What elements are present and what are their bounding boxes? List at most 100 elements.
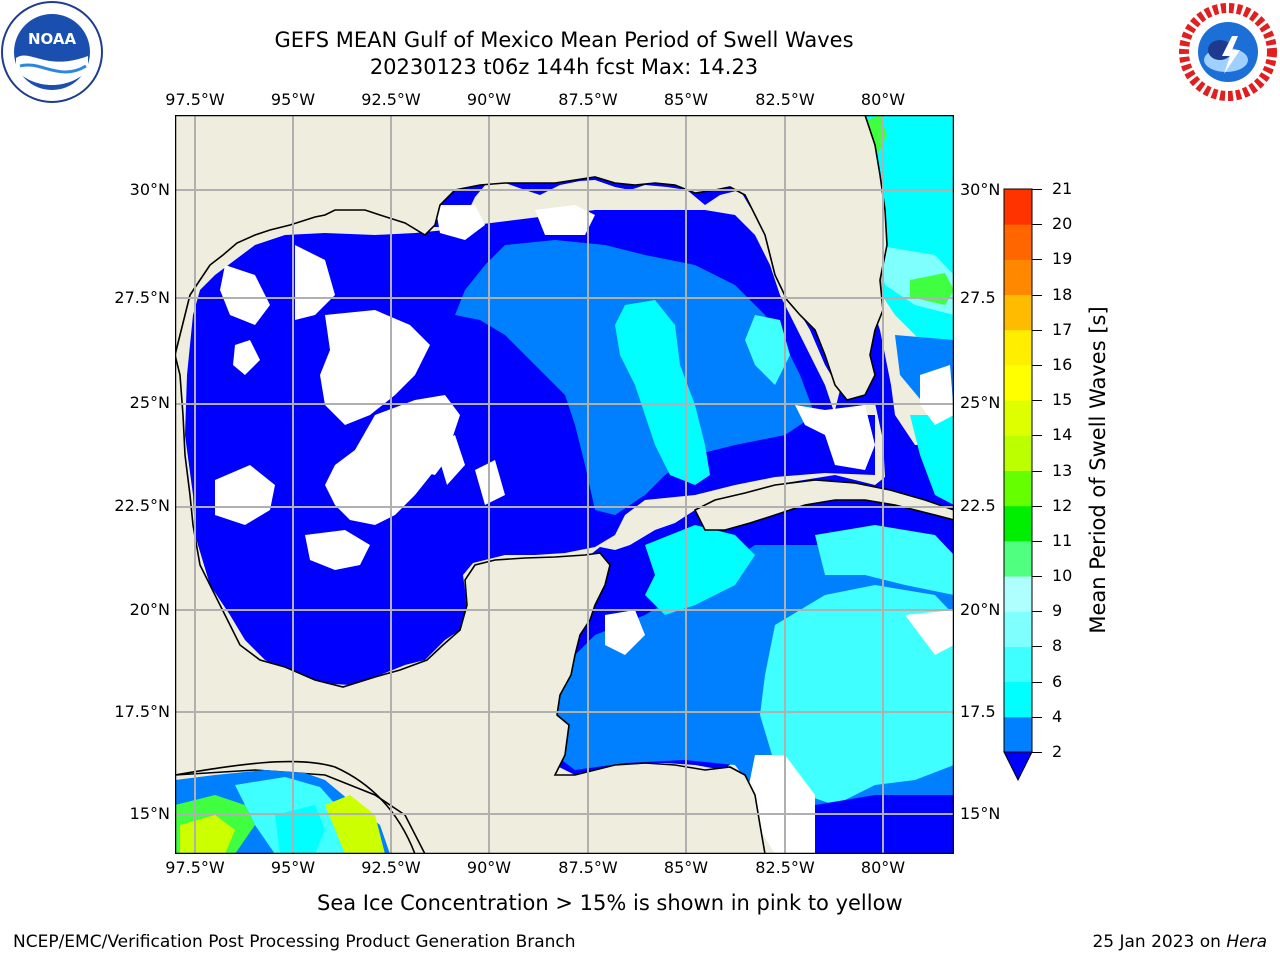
colorbar-tick-mark bbox=[1032, 681, 1042, 683]
noaa-logo: NOAA bbox=[1, 1, 103, 103]
lat-label-left: 27.5°N bbox=[114, 288, 170, 307]
grid-lines bbox=[175, 115, 954, 854]
colorbar-tick-label: 16 bbox=[1052, 354, 1073, 374]
colorbar-tick-mark bbox=[1032, 752, 1042, 753]
colorbar-tick-mark bbox=[1032, 294, 1042, 296]
lat-label-right: 17.5 bbox=[960, 702, 996, 721]
lon-label-top: 97.5°W bbox=[165, 90, 225, 109]
us-gulf-coast bbox=[175, 115, 954, 401]
footer-credit: NCEP/EMC/Verification Post Processing Pr… bbox=[13, 932, 576, 952]
svg-text:NOAA: NOAA bbox=[28, 30, 77, 48]
colorbar-swatch bbox=[1004, 329, 1032, 366]
colorbar-tick-label: 9 bbox=[1052, 601, 1063, 621]
colorbar-tick-mark bbox=[1032, 540, 1042, 542]
lat-label-left: 20°N bbox=[129, 600, 170, 619]
colorbar bbox=[1003, 188, 1033, 782]
lat-label-right: 22.5 bbox=[960, 496, 996, 515]
colorbar-swatch bbox=[1004, 224, 1032, 260]
colorbar-swatch bbox=[1004, 400, 1032, 436]
lat-label-right: 15°N bbox=[960, 804, 1001, 823]
colorbar-label: Mean Period of Swell Waves [s] bbox=[1086, 306, 1110, 634]
lon-label-bottom: 85°W bbox=[663, 858, 709, 877]
colorbar-swatch bbox=[1004, 611, 1032, 647]
lon-label-bottom: 95°W bbox=[270, 858, 316, 877]
lon-label-top: 90°W bbox=[466, 90, 512, 109]
colorbar-tick-mark bbox=[1032, 189, 1042, 190]
colorbar-swatch bbox=[1004, 435, 1032, 471]
colorbar-swatch bbox=[1004, 646, 1032, 683]
colorbar-swatch bbox=[1004, 576, 1032, 612]
lat-label-left: 15°N bbox=[129, 804, 170, 823]
mexico bbox=[175, 354, 766, 854]
colorbar-swatch bbox=[1004, 189, 1032, 225]
footer-date: 25 Jan 2023 on Hera bbox=[1092, 932, 1267, 952]
colorbar-swatch bbox=[1004, 259, 1032, 296]
colorbar-tick-mark bbox=[1032, 364, 1042, 366]
colorbar-swatch bbox=[1004, 364, 1032, 401]
colorbar-tick-label: 19 bbox=[1052, 249, 1073, 269]
colorbar-tick-mark bbox=[1032, 576, 1042, 578]
lat-label-left: 25°N bbox=[129, 393, 170, 412]
lat-label-right: 30°N bbox=[960, 180, 1001, 199]
colorbar-tick-mark bbox=[1032, 224, 1042, 226]
lon-label-top: 82.5°W bbox=[755, 90, 815, 109]
colorbar-tick-label: 20 bbox=[1052, 214, 1073, 234]
colorbar-tick-label: 18 bbox=[1052, 284, 1073, 304]
lon-label-top: 85°W bbox=[663, 90, 709, 109]
footer-host: Hera bbox=[1226, 932, 1267, 952]
colorbar-tick-label: 11 bbox=[1052, 530, 1073, 550]
colorbar-tick-label: 10 bbox=[1052, 566, 1073, 586]
chart-title: GEFS MEAN Gulf of Mexico Mean Period of … bbox=[274, 28, 854, 52]
lon-label-top: 87.5°W bbox=[558, 90, 618, 109]
nws-logo bbox=[1179, 3, 1277, 101]
lon-label-bottom: 80°W bbox=[860, 858, 906, 877]
colorbar-swatch bbox=[1004, 294, 1032, 331]
lon-label-top: 95°W bbox=[270, 90, 316, 109]
colorbar-tick-mark bbox=[1032, 259, 1042, 261]
colorbar-swatch bbox=[1004, 681, 1032, 718]
lat-label-right: 25°N bbox=[960, 393, 1001, 412]
colorbar-tick-label: 13 bbox=[1052, 460, 1073, 480]
colorbar-tick-mark bbox=[1032, 611, 1042, 613]
colorbar-tick-mark bbox=[1032, 400, 1042, 402]
lat-label-left: 22.5°N bbox=[114, 496, 170, 515]
colorbar-swatch bbox=[1004, 716, 1032, 753]
map-panel bbox=[175, 115, 954, 854]
colorbar-tick-label: 12 bbox=[1052, 495, 1073, 515]
lat-label-left: 17.5°N bbox=[114, 702, 170, 721]
lon-label-bottom: 97.5°W bbox=[165, 858, 225, 877]
cuba bbox=[693, 479, 954, 531]
colorbar-tick-mark bbox=[1032, 470, 1042, 472]
lon-label-bottom: 92.5°W bbox=[361, 858, 421, 877]
colorbar-tick-mark bbox=[1032, 646, 1042, 648]
caribbean-cyan bbox=[760, 585, 954, 805]
colorbar-tick-mark bbox=[1032, 716, 1042, 718]
colorbar-swatch bbox=[1004, 540, 1032, 577]
lon-label-bottom: 82.5°W bbox=[755, 858, 815, 877]
pacific-colors bbox=[175, 770, 390, 854]
lat-label-right: 20°N bbox=[960, 600, 1001, 619]
colorbar-tick-label: 17 bbox=[1052, 319, 1073, 339]
chart-subtitle: 20230123 t06z 144h fcst Max: 14.23 bbox=[369, 55, 759, 79]
colorbar-tick-label: 8 bbox=[1052, 636, 1063, 656]
colorbar-tick-mark bbox=[1032, 435, 1042, 437]
colorbar-tick-label: 2 bbox=[1052, 742, 1063, 761]
lon-label-top: 80°W bbox=[860, 90, 906, 109]
lat-label-right: 27.5 bbox=[960, 288, 996, 307]
no-data-gaps bbox=[215, 205, 954, 854]
colorbar-tick-label: 14 bbox=[1052, 425, 1073, 445]
footer-date-text: 25 Jan 2023 on bbox=[1092, 932, 1227, 952]
colorbar-tick-label: 21 bbox=[1052, 179, 1073, 198]
colorbar-tick-label: 6 bbox=[1052, 671, 1063, 691]
lon-label-top: 92.5°W bbox=[361, 90, 421, 109]
sea-ice-caption: Sea Ice Concentration > 15% is shown in … bbox=[317, 891, 903, 915]
colorbar-tick-label: 4 bbox=[1052, 706, 1063, 726]
colorbar-swatch bbox=[1004, 470, 1032, 507]
colorbar-swatch bbox=[1004, 505, 1032, 542]
colorbar-tick-mark bbox=[1032, 329, 1042, 331]
lon-label-bottom: 90°W bbox=[466, 858, 512, 877]
lat-label-left: 30°N bbox=[129, 180, 170, 199]
lon-label-bottom: 87.5°W bbox=[558, 858, 618, 877]
colorbar-tick-label: 15 bbox=[1052, 390, 1073, 410]
colorbar-tick-mark bbox=[1032, 505, 1042, 507]
